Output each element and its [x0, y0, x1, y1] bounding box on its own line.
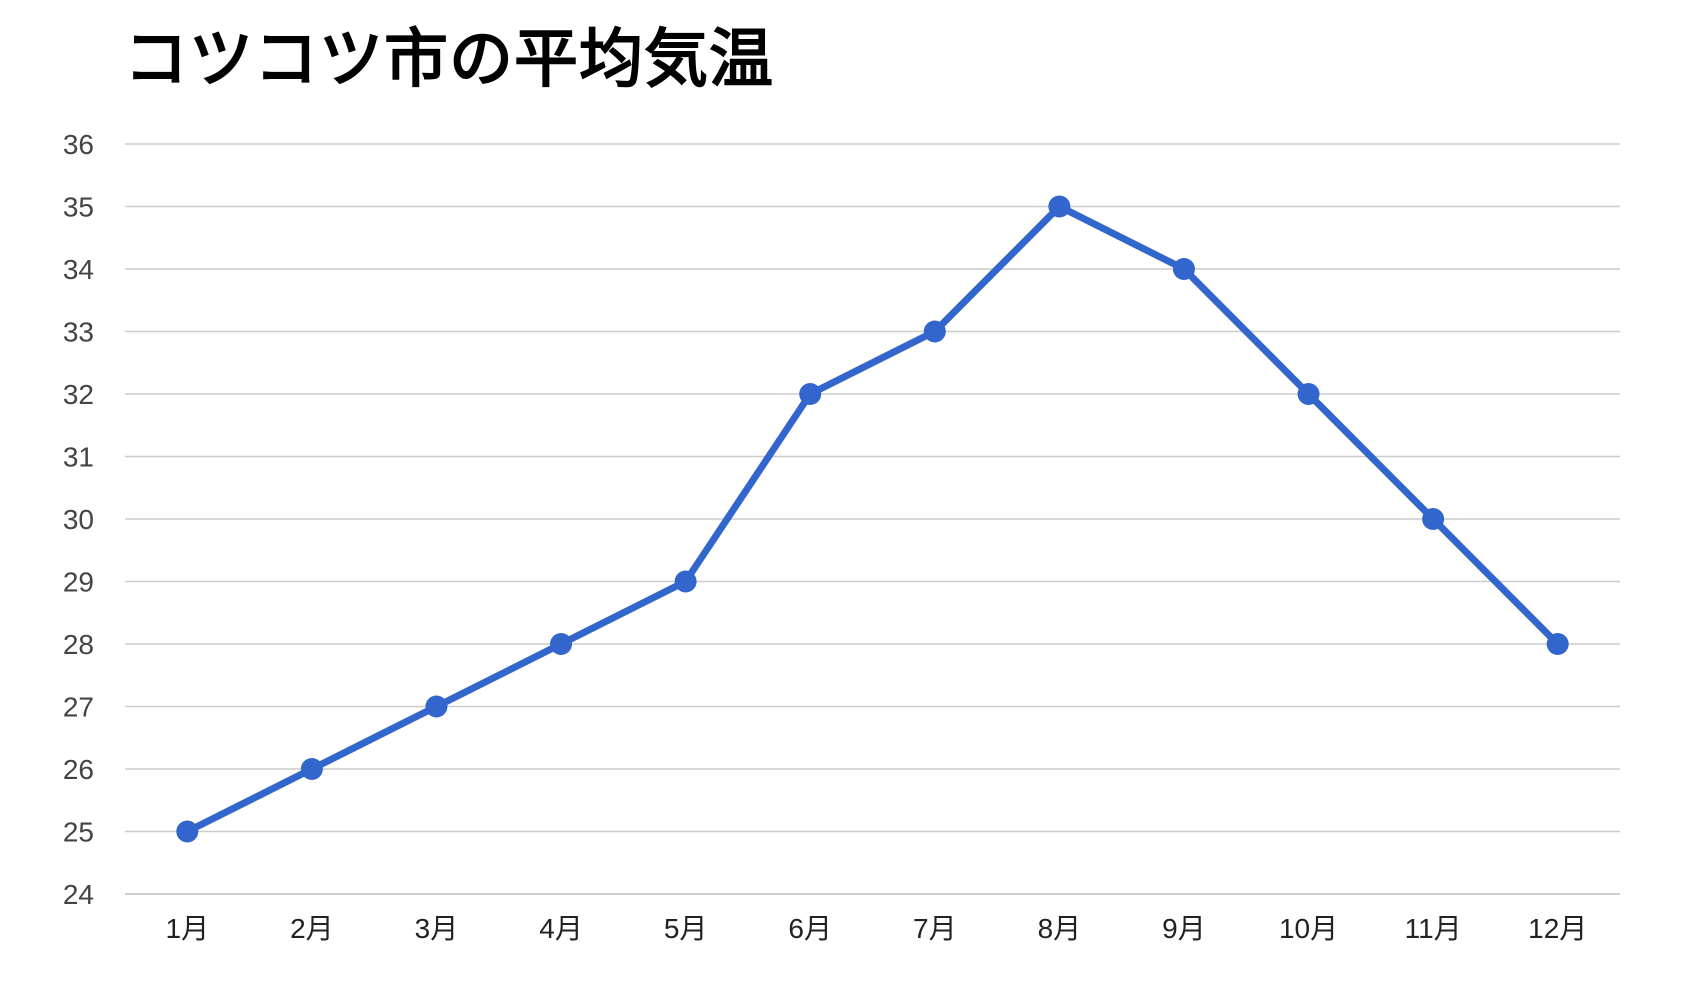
x-tick-label: 8月 [1038, 913, 1082, 944]
data-point [674, 570, 697, 593]
y-tick-label: 26 [63, 754, 94, 785]
y-tick-label: 24 [63, 879, 94, 910]
data-point [300, 758, 323, 780]
data-point [1048, 195, 1071, 218]
data-point [1546, 633, 1569, 655]
data-point [1422, 508, 1445, 530]
chart-title: コツコツ市の平均気温 [124, 23, 774, 97]
data-point [799, 383, 822, 405]
x-tick-label: 7月 [913, 913, 957, 944]
x-tick-label: 10月 [1279, 913, 1338, 944]
data-point [1172, 258, 1195, 280]
y-tick-label: 31 [63, 442, 94, 473]
x-tick-label: 3月 [415, 913, 459, 944]
x-tick-label: 1月 [166, 913, 210, 944]
y-tick-label: 36 [63, 129, 94, 160]
y-tick-label: 35 [63, 192, 94, 223]
y-tick-label: 30 [63, 504, 94, 535]
x-tick-label: 12月 [1528, 913, 1587, 944]
y-tick-label: 27 [63, 692, 94, 723]
data-point [425, 695, 448, 718]
x-tick-label: 4月 [539, 913, 583, 944]
x-tick-label: 2月 [290, 913, 334, 944]
series-line [183, 203, 1562, 835]
series-group [176, 195, 1569, 843]
y-tick-label: 28 [63, 629, 94, 660]
y-tick-label: 29 [63, 567, 94, 598]
y-tick-label: 34 [63, 254, 94, 285]
grid-lines [125, 143, 1620, 895]
y-tick-label: 25 [63, 817, 94, 848]
x-tick-label: 9月 [1162, 913, 1206, 944]
data-point [923, 320, 946, 343]
data-point [550, 633, 573, 655]
x-tick-label: 6月 [788, 913, 832, 944]
y-axis-ticks: 24 25 26 27 28 29 30 31 32 33 34 35 36 [63, 129, 94, 910]
x-tick-label: 11月 [1405, 913, 1462, 944]
x-tick-label: 5月 [664, 913, 708, 944]
data-point [176, 820, 199, 843]
x-axis-ticks: 1月 2月 3月 4月 5月 6月 7月 8月 9月 10月 11月 12月 [166, 913, 1588, 944]
y-tick-label: 32 [63, 379, 94, 410]
data-point [1297, 383, 1320, 405]
y-tick-label: 33 [63, 317, 94, 348]
